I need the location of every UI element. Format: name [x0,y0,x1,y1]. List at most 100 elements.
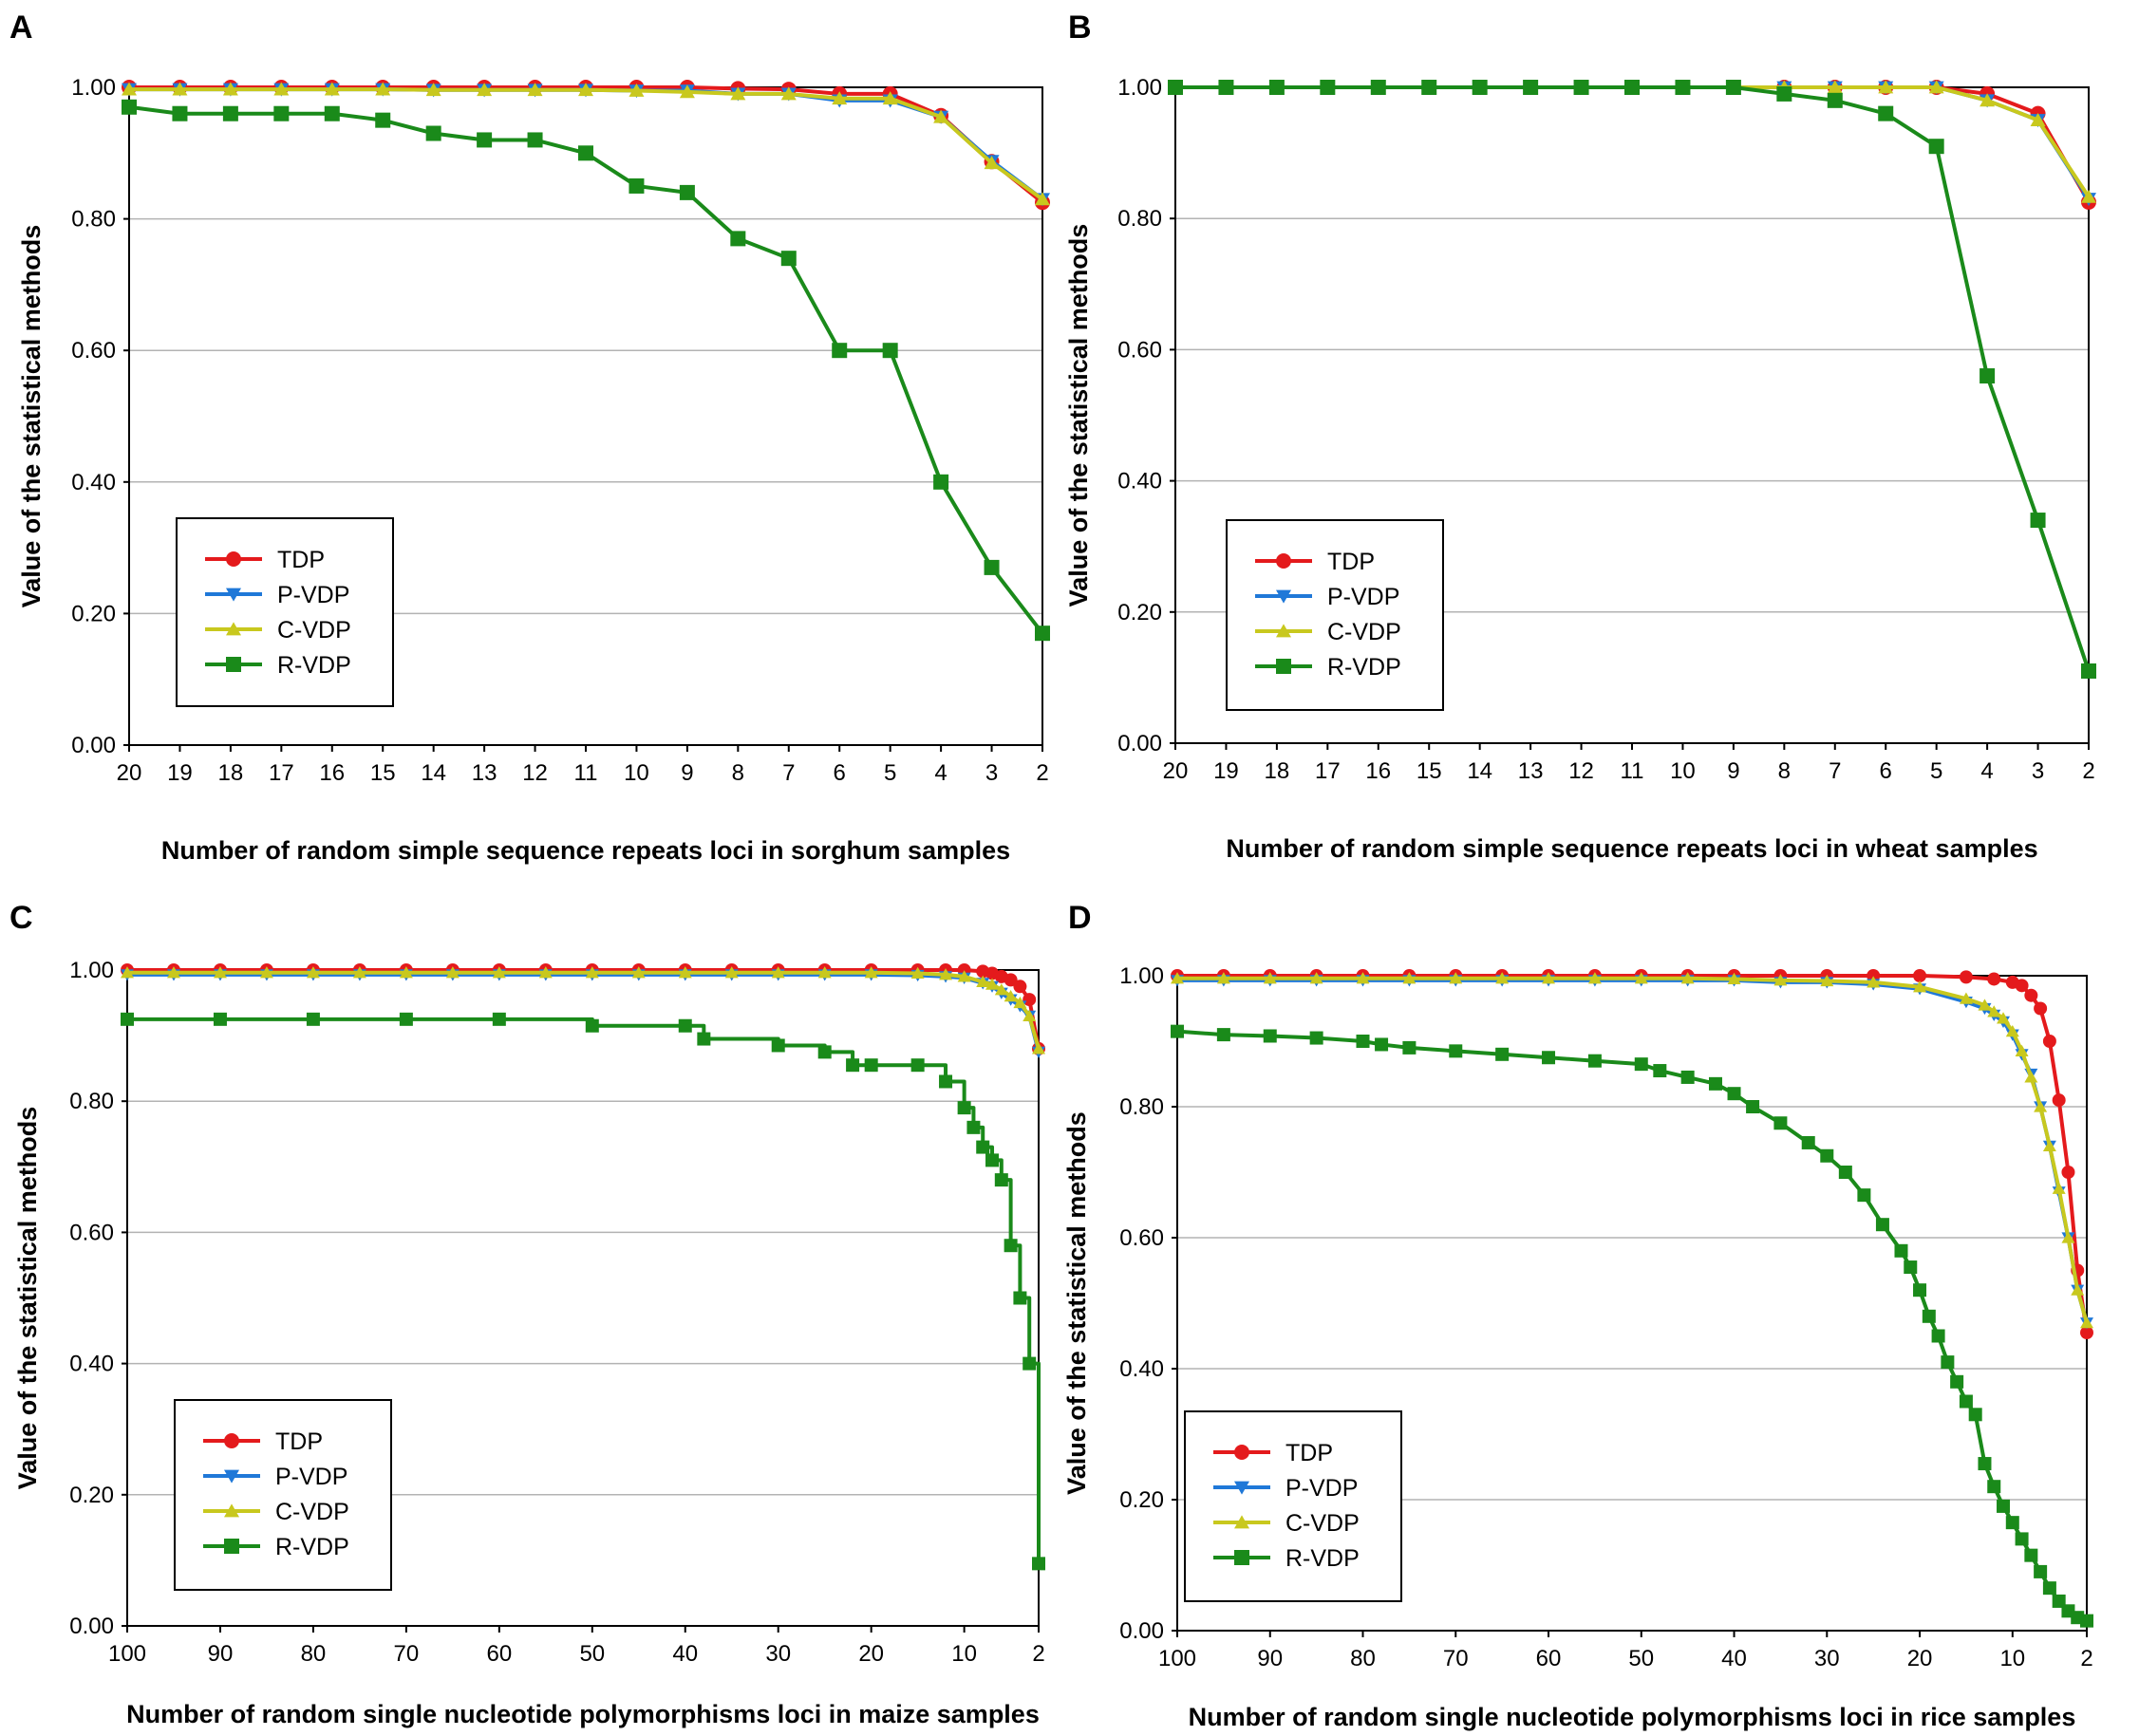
x-tick-label: 17 [1315,758,1341,784]
data-point-c-vdp [1587,972,1602,984]
panel-c: 0.00 0.20 0.40 0.60 0.80 1.00 100 90 80 70 60 50 40 3… [9,900,1045,1728]
data-point-tdp [2034,1001,2048,1016]
x-tick-label: 20 [117,760,142,786]
data-point-r-vdp [1320,80,1336,95]
data-point-r-vdp [994,1173,1008,1187]
legend: TDP P-VDP C-VDP R-VDP [1226,519,1444,711]
legend-marker-c-vdp [226,622,241,636]
x-tick-label: 19 [1213,758,1239,784]
data-point-r-vdp [273,105,290,121]
legend-label: P-VDP [1285,1475,1358,1502]
data-point-r-vdp [1680,1070,1695,1084]
data-point-r-vdp [1894,1243,1908,1258]
data-point-c-vdp [585,966,599,979]
data-point-c-vdp [780,86,797,101]
data-point-r-vdp [730,231,746,247]
legend-marker-tdp [1234,1445,1249,1460]
data-point-c-vdp [259,966,273,979]
data-point-c-vdp [425,83,441,97]
data-point-tdp [1004,973,1018,987]
x-tick-label: 4 [934,760,947,786]
data-point-c-vdp [306,966,320,979]
data-point-c-vdp [730,86,746,101]
x-tick-label: 90 [208,1641,234,1667]
legend-label: C-VDP [1285,1510,1360,1537]
data-point-r-vdp [679,184,695,200]
data-point-c-vdp [1171,972,1184,984]
x-tick-label: 70 [1443,1646,1469,1671]
y-tick-label: 1.00 [69,958,114,983]
data-point-c-vdp [1959,992,1973,1004]
legend-marker-tdp [1276,553,1291,569]
y-tick-label: 0.00 [1117,731,1162,756]
panel-letter: A [9,9,33,46]
data-point-c-vdp [375,82,391,96]
data-point-tdp [2052,1093,2066,1108]
y-axis-title: Value of the statistical methods [1064,224,1093,607]
data-point-r-vdp [1634,1057,1648,1072]
data-point-c-vdp [1449,972,1463,984]
legend-marker-p-vdp [1276,589,1291,604]
data-point-r-vdp [1309,1031,1323,1045]
panel-letter: D [1068,900,1092,936]
series-c-vdp [121,966,1045,1055]
data-point-r-vdp [864,1058,878,1073]
data-point-r-vdp [1950,1374,1964,1389]
data-point-c-vdp [1216,972,1230,984]
data-point-r-vdp [1675,80,1691,95]
data-point-r-vdp [122,99,137,115]
data-point-r-vdp [1978,1457,1992,1471]
data-point-r-vdp [957,1101,971,1115]
data-point-c-vdp [2005,1025,2019,1037]
y-tick-label: 0.40 [69,1352,114,1377]
data-point-c-vdp [1263,972,1277,984]
data-point-r-vdp [966,1120,981,1134]
data-point-c-vdp [1867,976,1881,988]
data-point-r-vdp [832,343,848,359]
data-point-c-vdp [994,983,1008,996]
data-point-r-vdp [1878,105,1894,121]
x-tick-label: 40 [1721,1646,1747,1671]
data-point-r-vdp [939,1074,953,1089]
data-point-c-vdp [477,83,493,97]
data-point-c-vdp [121,966,134,979]
data-point-tdp [2080,1326,2093,1340]
legend-marker-p-vdp [224,1469,239,1484]
data-point-r-vdp [1523,80,1539,95]
data-point-r-vdp [1449,1044,1463,1058]
data-point-c-vdp [1878,80,1894,94]
y-tick-label: 0.60 [69,1220,114,1245]
series-r-vdp [122,99,1050,642]
x-tick-label: 10 [1999,1646,2025,1671]
data-point-c-vdp [1542,972,1556,984]
legend-marker-c-vdp [1276,624,1291,638]
series-r-vdp [121,1012,1045,1571]
legend-label: TDP [277,547,325,573]
x-tick-label: 9 [681,760,693,786]
data-point-c-vdp [1820,974,1834,987]
data-point-r-vdp [1904,1260,1918,1275]
y-tick-label: 0.20 [69,1483,114,1508]
data-point-tdp [1023,993,1037,1007]
y-tick-label: 0.20 [1119,1487,1164,1513]
series-r-vdp [1171,1024,2093,1628]
data-point-c-vdp [629,83,645,97]
data-point-r-vdp [1708,1076,1722,1091]
x-tick-label: 50 [579,1641,605,1667]
data-point-r-vdp [222,105,238,121]
data-point-r-vdp [1997,1499,2011,1513]
x-tick-label: 20 [858,1641,884,1667]
y-tick-label: 1.00 [71,75,116,101]
y-tick-label: 0.80 [1117,206,1162,232]
x-tick-label: 80 [1350,1646,1376,1671]
x-tick-label: 3 [2032,758,2044,784]
data-point-tdp [1987,972,2001,986]
x-tick-label: 60 [486,1641,512,1667]
panel-letter: B [1068,9,1092,46]
legend-marker-r-vdp [1276,659,1291,674]
y-tick-label: 1.00 [1119,963,1164,989]
data-point-c-vdp [1980,93,1996,107]
data-point-c-vdp [213,966,227,979]
data-point-r-vdp [1035,625,1050,642]
data-point-c-vdp [2071,1283,2085,1296]
